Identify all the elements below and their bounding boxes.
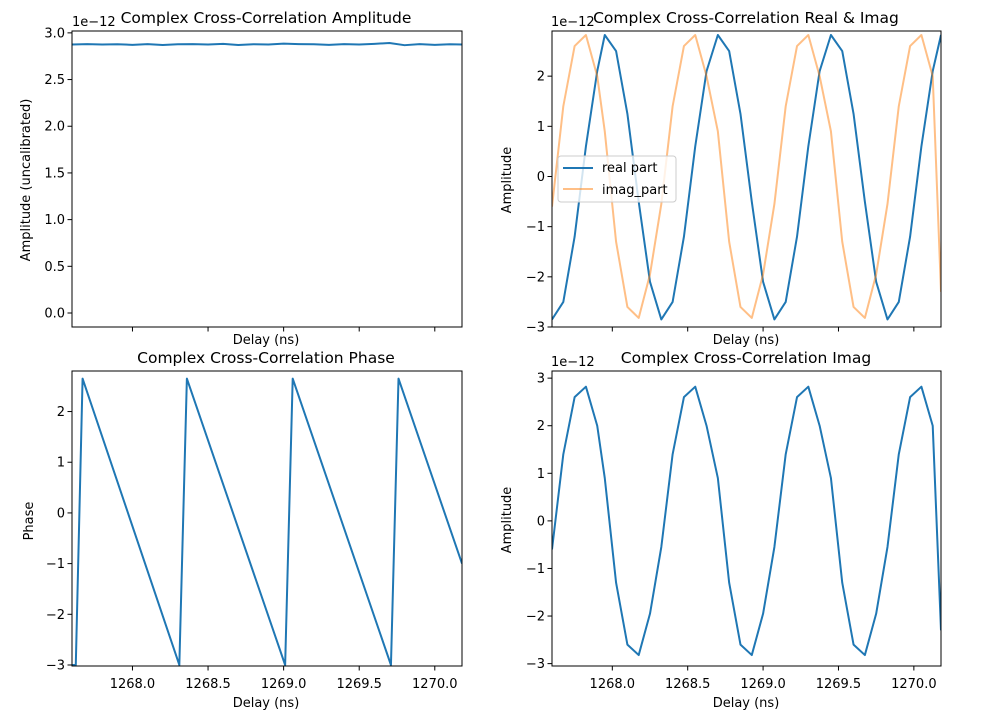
real-imag-y-tick-label: −2 — [526, 270, 545, 285]
phase-plot-frame — [71, 370, 463, 667]
amplitude-plot-area: 0.0 0.5 1.0 1.5 2.0 2.5 3.0 — [44, 26, 463, 332]
phase-x-tick-label: 1268.0 — [110, 677, 156, 692]
real-imag-plot-area: −3 −2 −1 0 1 2 — [526, 30, 942, 336]
phase-y-tick-label: −3 — [46, 658, 65, 673]
amplitude-y-axis-label: Amplitude (uncalibrated) — [19, 99, 34, 262]
real-imag-offset-text: 1e−12 — [551, 15, 595, 30]
amplitude-y-tick-label: 2.5 — [44, 73, 65, 88]
imag-x-axis-label: Delay (ns) — [713, 696, 780, 711]
amplitude-y-tick-label: 1.0 — [44, 213, 65, 228]
imag-plot-area: 1268.0 1268.5 1269.0 1269.5 1270.0 −3 −2 −1 0 1 2 3 — [526, 370, 942, 692]
real-imag-y-tick-label: 1 — [537, 120, 545, 135]
amplitude-x-axis-label: Delay (ns) — [233, 333, 300, 348]
phase-y-tick-label: 1 — [57, 456, 65, 471]
phase-x-tick-label: 1269.5 — [336, 677, 382, 692]
real-imag-line-real-part — [552, 34, 941, 321]
real-imag-chart-title: Complex Cross-Correlation Real & Imag — [593, 9, 899, 27]
phase-y-axis-label: Phase — [22, 502, 37, 541]
imag-chart-title: Complex Cross-Correlation Imag — [621, 349, 871, 367]
phase-x-tick-label: 1270.0 — [412, 677, 458, 692]
real-imag-y-tick-label: −3 — [526, 321, 545, 336]
amplitude-line-series-0 — [72, 41, 462, 47]
imag-y-tick-label: −2 — [526, 610, 545, 625]
imag-y-tick-label: 0 — [537, 514, 545, 529]
phase-line-series-0 — [72, 377, 462, 666]
imag-x-tick-label: 1268.0 — [590, 677, 636, 692]
amplitude-chart-title: Complex Cross-Correlation Amplitude — [121, 9, 412, 27]
imag-y-tick-label: −3 — [526, 657, 545, 672]
real-imag-x-axis-label: Delay (ns) — [713, 333, 780, 348]
imag-offset-text: 1e−12 — [551, 355, 595, 370]
phase-x-tick-label: 1269.0 — [261, 677, 307, 692]
amplitude-y-tick-label: 1.5 — [44, 166, 65, 181]
amplitude-plot-frame — [71, 30, 463, 328]
real-imag-y-tick-label: 0 — [537, 170, 545, 185]
phase-plot-area: 1268.0 1268.5 1269.0 1269.5 1270.0 −3 −2 −1 0 1 2 — [46, 370, 463, 692]
imag-x-tick-label: 1268.5 — [665, 677, 711, 692]
amplitude-y-tick-label: 2.0 — [44, 120, 65, 135]
imag-x-tick-label: 1270.0 — [891, 677, 937, 692]
real-imag-y-axis-label: Amplitude — [500, 147, 515, 214]
real-imag-line-imag-part — [552, 34, 941, 319]
panel-amplitude: Complex Cross-Correlation Amplitude 1e−1… — [19, 9, 463, 348]
real-imag-y-tick-label: −1 — [526, 220, 545, 235]
phase-y-tick-label: −1 — [46, 557, 65, 572]
phase-y-tick-label: 0 — [57, 506, 65, 521]
imag-y-tick-label: 2 — [537, 419, 545, 434]
real-imag-plot-frame — [551, 30, 942, 328]
phase-x-tick-label: 1268.5 — [185, 677, 231, 692]
imag-plot-frame — [551, 370, 942, 667]
imag-y-tick-label: 1 — [537, 467, 545, 482]
panel-imag: Complex Cross-Correlation Imag 1e−12 Del… — [500, 349, 942, 711]
imag-x-tick-label: 1269.5 — [816, 677, 862, 692]
imag-y-axis-label: Amplitude — [500, 487, 515, 554]
phase-y-tick-label: −2 — [46, 608, 65, 623]
amplitude-offset-text: 1e−12 — [72, 15, 116, 30]
imag-y-tick-label: −1 — [526, 562, 545, 577]
legend: real part imag_part — [557, 155, 677, 203]
amplitude-y-tick-label: 0.5 — [44, 260, 65, 275]
legend-label-real: real part — [602, 161, 657, 176]
panel-phase: Complex Cross-Correlation Phase Delay (n… — [22, 349, 463, 711]
amplitude-y-tick-label: 0.0 — [44, 306, 65, 321]
imag-x-tick-label: 1269.0 — [740, 677, 786, 692]
phase-x-axis-label: Delay (ns) — [233, 696, 300, 711]
legend-label-imag: imag_part — [602, 183, 668, 198]
amplitude-y-tick-label: 3.0 — [44, 26, 65, 41]
imag-y-tick-label: 3 — [537, 372, 545, 387]
phase-y-tick-label: 2 — [57, 405, 65, 420]
real-imag-y-tick-label: 2 — [537, 70, 545, 85]
imag-line-series-0 — [552, 385, 941, 657]
panel-real-imag: Complex Cross-Correlation Real & Imag 1e… — [500, 9, 942, 348]
phase-chart-title: Complex Cross-Correlation Phase — [137, 349, 395, 367]
